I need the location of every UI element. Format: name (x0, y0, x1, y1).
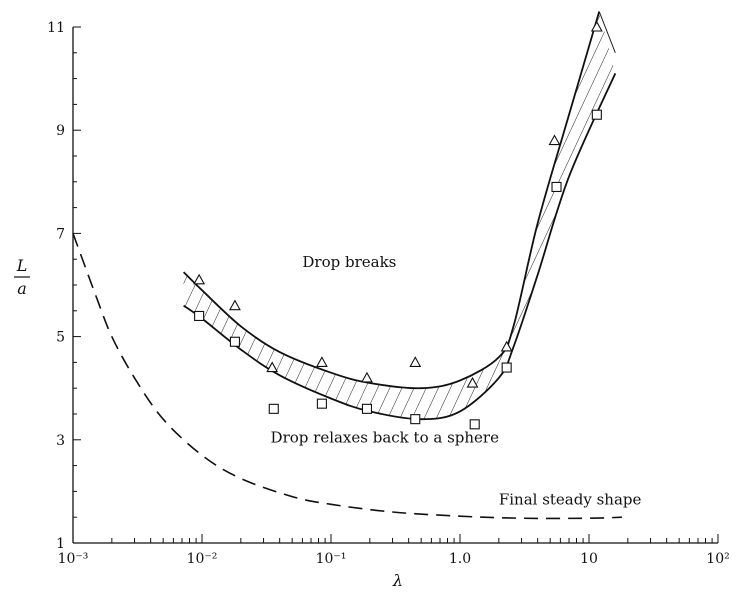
square-point (361, 403, 373, 414)
x-tick-label: 10⁻¹ (316, 551, 347, 567)
triangle-point (228, 299, 241, 311)
y-tick-label: 1 (56, 536, 65, 552)
data-points (193, 20, 603, 430)
y-tick-label: 9 (56, 123, 65, 139)
triangle-point (590, 20, 603, 32)
square-point (591, 109, 602, 120)
annotations: Drop breaks Drop relaxes back to a sphere… (271, 253, 642, 508)
y-axis-label: L a (14, 256, 30, 298)
square-point (501, 362, 512, 373)
band-right-edge (598, 11, 616, 53)
x-axis-label: λ (392, 571, 403, 590)
shaded-band (182, 11, 617, 421)
triangle-point (315, 356, 328, 367)
annotation-label: Drop relaxes back to a sphere (271, 428, 500, 446)
upper-boundary-curve (182, 11, 601, 390)
y-tick-label: 7 (56, 226, 65, 242)
square-point (551, 181, 562, 193)
x-tick-label: 10² (706, 551, 729, 567)
square-point (316, 398, 327, 409)
triangle-point (500, 340, 513, 352)
triangle-point (266, 361, 279, 373)
x-tick-label: 1.0 (449, 551, 471, 567)
triangle-point (409, 356, 422, 367)
y-tick-label: 3 (56, 433, 65, 449)
final-steady-shape-curve (72, 233, 622, 520)
square-point (268, 403, 279, 414)
x-tick-label: 10⁻² (187, 551, 218, 567)
y-tick-label: 11 (47, 20, 65, 36)
triangle-point (193, 273, 206, 285)
hatched-region (183, 11, 616, 420)
square-point (229, 336, 240, 347)
triangle-point (361, 371, 373, 383)
axes (72, 27, 718, 544)
lower-boundary-curve (183, 73, 617, 421)
y-axis-label-denominator: a (17, 279, 27, 298)
triangle-point (548, 134, 561, 146)
y-tick-label: 5 (56, 330, 65, 346)
x-tick-label: 10 (580, 551, 598, 567)
square-point (469, 419, 480, 430)
annotation-label: Drop breaks (302, 253, 396, 271)
tick-marks (72, 26, 719, 544)
tick-labels: 10⁻³ 10⁻² 10⁻¹ 1.0 10 10² 1 3 5 7 9 11 (47, 20, 730, 567)
square-point (194, 310, 205, 322)
annotation-label: Final steady shape (499, 490, 642, 508)
y-axis-label-numerator: L (16, 256, 28, 275)
x-tick-label: 10⁻³ (58, 551, 89, 567)
final-steady-shape-curve-group (72, 233, 622, 520)
square-point (410, 414, 421, 425)
triangle-point (466, 376, 479, 388)
